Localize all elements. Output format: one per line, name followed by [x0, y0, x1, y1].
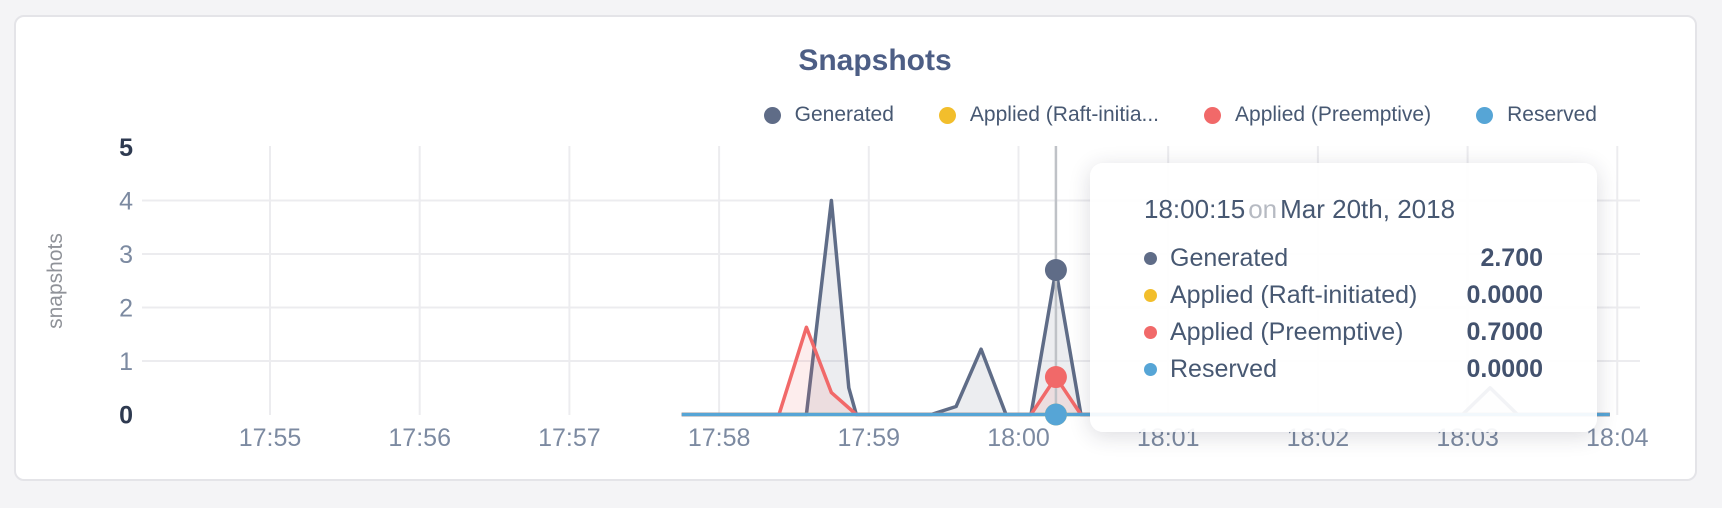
- x-tick-label: 17:58: [688, 424, 751, 452]
- y-tick-label: 4: [119, 188, 133, 216]
- x-tick-label: 18:04: [1586, 424, 1649, 452]
- series-dot-icon: [1144, 326, 1157, 339]
- y-axis-unit-label: snapshots: [44, 233, 67, 329]
- legend-item-label: Applied (Preemptive): [1235, 103, 1432, 126]
- tooltip-time: 18:00:15: [1144, 194, 1246, 224]
- tooltip-series-name: Generated: [1170, 244, 1289, 272]
- tooltip-conjunction: on: [1248, 194, 1278, 224]
- y-tick-label: 0: [119, 402, 133, 430]
- legend-item-reserved[interactable]: Reserved: [1476, 103, 1597, 127]
- legend-swatch-icon: [1476, 106, 1494, 124]
- tooltip-series-name: Applied (Raft-initiated): [1170, 281, 1418, 309]
- y-tick-label: 5: [119, 134, 133, 162]
- tooltip-row: Applied (Raft-initiated) 0.0000: [1144, 277, 1543, 314]
- series-dot-icon: [1144, 363, 1157, 376]
- tooltip-row: Reserved 0.0000: [1144, 351, 1543, 388]
- tooltip-series-name: Reserved: [1170, 355, 1277, 383]
- y-tick-label: 3: [119, 241, 133, 269]
- series-dot-icon: [1144, 252, 1157, 265]
- tooltip-series-value: 0.7000: [1466, 318, 1543, 346]
- chart-title: Snapshots: [798, 44, 952, 77]
- legend: Generated Applied (Raft-initia... Applie…: [763, 103, 1597, 127]
- x-tick-label: 18:00: [987, 424, 1050, 452]
- hover-point-reserved: [1044, 403, 1067, 426]
- hover-point-generated: [1044, 259, 1067, 282]
- series-dot-icon: [1144, 289, 1157, 302]
- tooltip-series-name: Applied (Preemptive): [1170, 318, 1404, 346]
- legend-item-label: Reserved: [1507, 103, 1597, 126]
- x-tick-label: 17:56: [388, 424, 451, 452]
- legend-swatch-icon: [938, 106, 956, 124]
- tooltip-date: Mar 20th, 2018: [1280, 194, 1456, 224]
- tooltip-row: Applied (Preemptive) 0.7000: [1144, 314, 1543, 351]
- legend-item-generated[interactable]: Generated: [763, 103, 894, 127]
- legend-item-applied-preemptive[interactable]: Applied (Preemptive): [1204, 103, 1431, 127]
- legend-swatch-icon: [763, 106, 781, 124]
- legend-item-label: Applied (Raft-initia...: [969, 103, 1160, 126]
- hover-point-applied-preemptive-: [1044, 366, 1067, 389]
- tooltip-row: Generated 2.700: [1144, 240, 1543, 277]
- tooltip-series-value: 0.0000: [1466, 281, 1543, 309]
- y-tick-label: 2: [119, 295, 133, 323]
- tooltip-timestamp: 18:00:15 on Mar 20th, 2018: [1144, 194, 1543, 225]
- x-tick-label: 17:57: [538, 424, 601, 452]
- hover-tooltip: 18:00:15 on Mar 20th, 2018 Generated 2.700…: [1090, 163, 1597, 432]
- x-tick-label: 17:59: [838, 424, 901, 452]
- legend-item-applied-raft-initiated[interactable]: Applied (Raft-initia...: [938, 103, 1160, 127]
- legend-item-label: Generated: [794, 103, 894, 126]
- tooltip-series-value: 2.700: [1480, 244, 1543, 272]
- y-tick-label: 1: [119, 348, 133, 376]
- legend-swatch-icon: [1204, 106, 1222, 124]
- x-tick-label: 17:55: [239, 424, 302, 452]
- tooltip-series-value: 0.0000: [1466, 355, 1543, 383]
